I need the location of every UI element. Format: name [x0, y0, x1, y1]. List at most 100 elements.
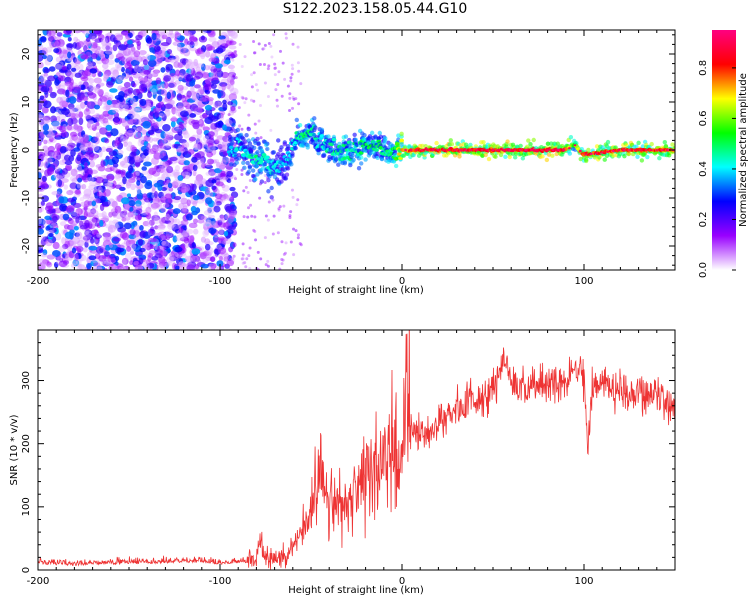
ridge-halo [503, 154, 508, 160]
noise-blob [57, 179, 63, 187]
noise-blob [143, 69, 151, 75]
noise-blob [191, 93, 200, 101]
noise-speck [291, 195, 295, 199]
noise-blob [111, 71, 119, 79]
ridge-halo [266, 189, 271, 194]
noise-blob [123, 222, 132, 230]
ridge-halo [293, 145, 298, 151]
noise-blob [190, 68, 196, 75]
noise-blob [67, 224, 74, 231]
ridge-halo [518, 143, 523, 149]
noise-blob [94, 266, 103, 270]
noise-blob [59, 69, 68, 74]
noise-speck [290, 72, 294, 76]
noise-blob [83, 161, 88, 168]
noise-blob [195, 174, 204, 182]
noise-blob [222, 135, 230, 143]
noise-blob [62, 167, 68, 175]
noise-blob [127, 99, 134, 106]
noise-blob [89, 68, 98, 74]
noise-blob [123, 141, 128, 147]
noise-blob [134, 264, 144, 270]
noise-speck [253, 229, 257, 233]
noise-blob [60, 129, 67, 138]
noise-blob [193, 107, 203, 115]
noise-blob [68, 155, 75, 162]
ridge-peak [475, 149, 479, 151]
noise-blob [204, 104, 213, 111]
noise-blob [43, 161, 49, 169]
noise-blob [38, 218, 46, 226]
noise-blob [133, 224, 141, 233]
noise-blob [80, 169, 86, 177]
noise-speck [294, 229, 298, 233]
noise-blob [178, 227, 184, 234]
noise-blob [218, 255, 223, 261]
noise-speck [259, 136, 263, 140]
noise-speck [244, 185, 248, 189]
noise-blob [110, 256, 116, 263]
ridge-halo [605, 139, 611, 145]
ridge-halo [266, 177, 271, 183]
noise-blob [212, 222, 218, 230]
noise-speck [297, 102, 301, 106]
noise-blob [108, 211, 113, 218]
ridge-halo [319, 127, 325, 133]
noise-blob [194, 143, 201, 150]
ridge-peak [660, 149, 664, 151]
noise-blob [54, 142, 62, 151]
noise-blob [200, 52, 206, 60]
noise-blob [84, 114, 92, 120]
noise-speck [292, 227, 296, 231]
noise-blob [80, 54, 89, 60]
ridge-peak [464, 149, 468, 151]
noise-speck [230, 195, 234, 199]
noise-blob [58, 196, 65, 204]
ridge-peak [491, 149, 495, 151]
noise-blob [167, 55, 177, 61]
noise-blob [216, 244, 222, 250]
noise-blob [149, 147, 157, 155]
noise-speck [231, 108, 235, 112]
noise-speck [243, 261, 247, 265]
noise-blob [72, 107, 79, 112]
noise-blob [171, 169, 180, 176]
noise-blob [148, 250, 156, 256]
noise-blob [82, 235, 91, 241]
ridge-halo [271, 150, 277, 155]
noise-blob [47, 36, 55, 42]
noise-blob [147, 130, 155, 135]
ridge-halo [305, 142, 310, 148]
ridge-halo [250, 168, 256, 173]
ridge-halo [248, 148, 254, 154]
noise-blob [208, 263, 216, 270]
noise-blob [42, 115, 51, 121]
noise-blob [126, 246, 132, 252]
noise-speck [270, 55, 274, 59]
noise-blob [68, 96, 77, 104]
noise-blob [100, 160, 106, 168]
noise-blob [75, 207, 83, 216]
noise-blob [208, 168, 216, 176]
noise-blob [202, 258, 209, 264]
colorbar-tick-label: 0.2 [698, 212, 709, 228]
noise-speck [266, 94, 270, 98]
noise-blob [153, 182, 161, 188]
snr-panel: -200 -100 0 100 0 100 200 300 Height of straig… [9, 329, 676, 596]
ridge-halo [635, 154, 640, 160]
noise-blob [42, 100, 52, 109]
noise-blob [70, 263, 77, 269]
noise-blob [102, 63, 109, 70]
noise-blob [182, 232, 190, 239]
spectrogram-y-label: Frequency (Hz) [9, 112, 20, 188]
noise-blob [222, 102, 228, 111]
noise-blob [209, 256, 216, 262]
noise-blob [49, 136, 54, 142]
noise-speck [267, 42, 271, 46]
noise-blob [55, 115, 61, 123]
noise-blob [87, 116, 96, 124]
noise-blob [83, 210, 88, 219]
noise-blob [189, 234, 195, 243]
noise-blob [152, 197, 160, 205]
noise-blob [88, 245, 98, 251]
